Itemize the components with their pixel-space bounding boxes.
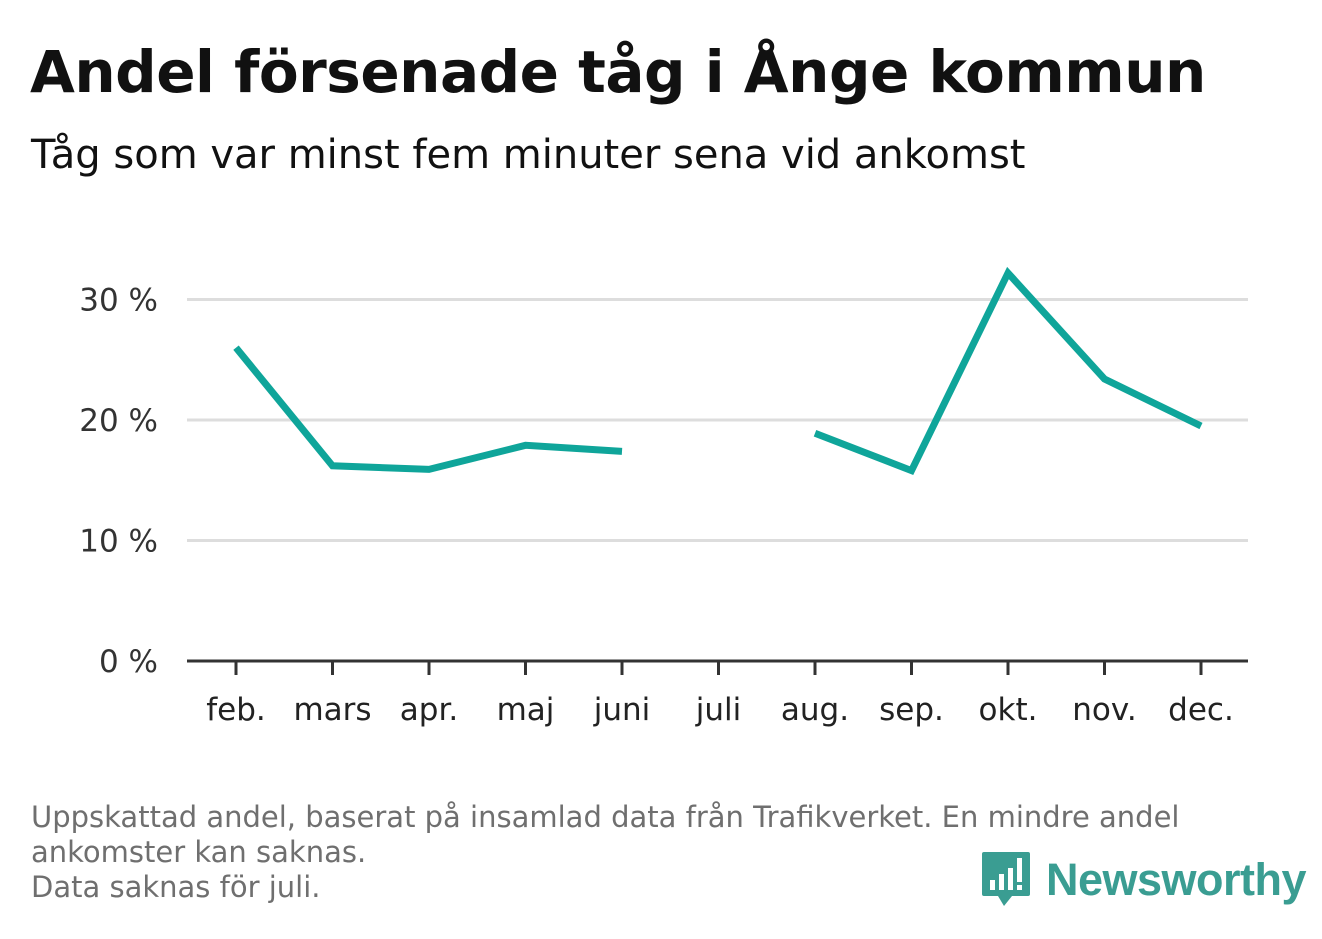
x-tick-label: sep. — [879, 692, 944, 728]
x-tick-label: aug. — [781, 692, 849, 728]
x-axis-ticks: feb. mars apr. maj juni juli aug. sep. okt. nov. d… — [206, 661, 1234, 728]
chart-title: Andel försenade tåg i Ånge kommun — [30, 38, 1206, 106]
x-tick-label: juni — [593, 692, 651, 728]
chart-footnote: Uppskattad andel, baserat på insamlad da… — [31, 800, 1291, 905]
x-tick-label: maj — [497, 692, 555, 728]
newsworthy-chart-bubble-icon — [982, 852, 1030, 906]
x-tick-label: okt. — [979, 692, 1038, 728]
y-tick-label: 20 % — [79, 403, 158, 439]
y-axis-ticks: 0 % 10 % 20 % 30 % — [79, 283, 158, 681]
series-line — [813, 266, 1203, 476]
footnote-line-1: Uppskattad andel, baserat på insamlad da… — [31, 800, 1180, 834]
x-tick-label: juli — [695, 692, 742, 728]
brand-name: Newsworthy — [1046, 854, 1307, 905]
x-tick-label: apr. — [400, 692, 458, 728]
footnote-line-3: Data saknas för juli. — [31, 870, 321, 904]
x-tick-label: feb. — [206, 692, 266, 728]
chart-subtitle: Tåg som var minst fem minuter sena vid a… — [31, 132, 1026, 178]
gridlines — [187, 298, 1248, 542]
y-tick-label: 10 % — [79, 524, 158, 560]
x-tick-label: mars — [293, 692, 371, 728]
series-line — [233, 345, 623, 473]
y-tick-label: 30 % — [79, 283, 158, 319]
x-tick-label: nov. — [1072, 692, 1136, 728]
footnote-line-2: ankomster kan saknas. — [31, 835, 367, 869]
newsworthy-logo: Newsworthy — [980, 850, 1307, 910]
y-tick-label: 0 % — [99, 644, 158, 680]
x-tick-label: dec. — [1168, 692, 1234, 728]
series-layer — [233, 266, 1203, 476]
